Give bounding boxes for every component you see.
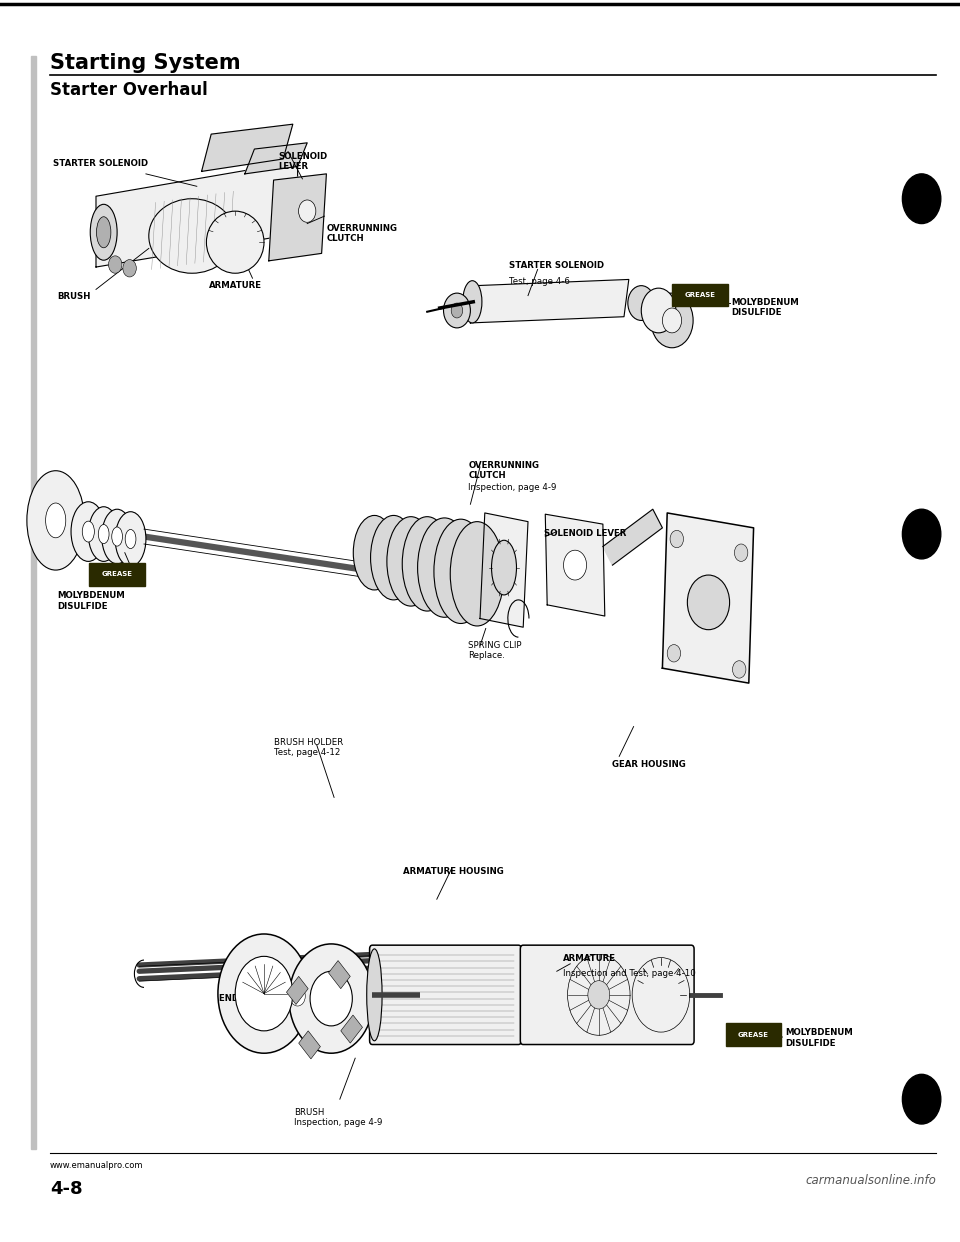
Circle shape (902, 509, 941, 559)
Ellipse shape (402, 517, 452, 611)
Ellipse shape (88, 507, 119, 561)
Ellipse shape (71, 502, 106, 561)
Ellipse shape (387, 517, 435, 606)
Text: STARTER SOLENOID: STARTER SOLENOID (53, 159, 148, 168)
Ellipse shape (111, 527, 123, 546)
Polygon shape (480, 513, 528, 627)
Bar (89, 564, 145, 586)
Ellipse shape (149, 199, 235, 273)
Polygon shape (545, 514, 605, 616)
Ellipse shape (463, 281, 482, 323)
Bar (299, 1031, 321, 1059)
Polygon shape (662, 513, 754, 683)
Text: ARMATURE HOUSING: ARMATURE HOUSING (403, 867, 504, 876)
Polygon shape (245, 143, 307, 174)
Ellipse shape (27, 471, 84, 570)
Circle shape (290, 986, 305, 1006)
Text: Inspection, page 4-9: Inspection, page 4-9 (468, 483, 557, 492)
Ellipse shape (206, 211, 264, 273)
Bar (31, 56, 36, 1149)
Text: Starting System: Starting System (50, 53, 241, 73)
Circle shape (564, 550, 587, 580)
Ellipse shape (353, 515, 396, 590)
Polygon shape (96, 161, 298, 267)
Circle shape (218, 934, 310, 1053)
Ellipse shape (492, 540, 516, 595)
Ellipse shape (98, 524, 109, 544)
Text: ARMATURE: ARMATURE (563, 954, 615, 963)
Bar (328, 960, 350, 989)
Circle shape (588, 981, 610, 1009)
Circle shape (667, 645, 681, 662)
Text: Test, page 4-6: Test, page 4-6 (509, 277, 569, 286)
Text: SOLENOID LEVER: SOLENOID LEVER (544, 529, 627, 538)
Ellipse shape (96, 216, 110, 248)
Ellipse shape (90, 204, 117, 261)
Ellipse shape (83, 522, 94, 542)
Text: 4-8: 4-8 (50, 1180, 83, 1197)
FancyBboxPatch shape (370, 945, 521, 1045)
Polygon shape (202, 124, 293, 171)
Text: SPRING CLIP
Replace.: SPRING CLIP Replace. (468, 641, 522, 661)
Ellipse shape (46, 503, 65, 538)
Circle shape (641, 288, 676, 333)
Text: STARTER SOLENOID: STARTER SOLENOID (509, 261, 604, 270)
Text: Inspection and Test, page 4-10: Inspection and Test, page 4-10 (563, 969, 695, 977)
Text: BRUSH
Inspection, page 4-9: BRUSH Inspection, page 4-9 (294, 1108, 382, 1128)
Text: SOLENOID
LEVER: SOLENOID LEVER (278, 152, 327, 171)
Text: carmanualsonline.info: carmanualsonline.info (805, 1174, 936, 1186)
Text: GEAR HOUSING: GEAR HOUSING (612, 760, 685, 769)
Ellipse shape (125, 529, 136, 549)
Bar (341, 1015, 363, 1043)
Circle shape (108, 256, 122, 273)
Circle shape (235, 956, 293, 1031)
Circle shape (628, 286, 655, 320)
Ellipse shape (371, 515, 417, 600)
Polygon shape (269, 174, 326, 261)
Ellipse shape (450, 522, 504, 626)
Circle shape (123, 260, 136, 277)
Text: BRUSH HOLDER
Test, page 4-12: BRUSH HOLDER Test, page 4-12 (274, 738, 343, 758)
Bar (672, 284, 728, 307)
Circle shape (734, 544, 748, 561)
Circle shape (280, 974, 315, 1018)
Text: GREASE: GREASE (684, 292, 715, 298)
Circle shape (444, 293, 470, 328)
Circle shape (732, 661, 746, 678)
Text: MOLYBDENUM
DISULFIDE: MOLYBDENUM DISULFIDE (58, 591, 126, 611)
FancyBboxPatch shape (520, 945, 694, 1045)
Bar (286, 976, 308, 1005)
Text: GREASE: GREASE (102, 571, 132, 578)
Circle shape (451, 303, 463, 318)
Text: ARMATURE: ARMATURE (209, 281, 262, 289)
Text: MOLYBDENUM
DISULFIDE: MOLYBDENUM DISULFIDE (732, 298, 800, 318)
Circle shape (289, 944, 373, 1053)
Circle shape (299, 200, 316, 222)
Circle shape (310, 971, 352, 1026)
Text: BRUSH: BRUSH (58, 292, 91, 301)
Circle shape (902, 174, 941, 224)
Ellipse shape (434, 519, 488, 623)
Circle shape (687, 575, 730, 630)
Circle shape (662, 308, 682, 333)
Polygon shape (603, 509, 662, 565)
Ellipse shape (367, 949, 382, 1041)
Ellipse shape (115, 512, 146, 566)
Bar (726, 1023, 781, 1046)
Text: OVERRUNNING
CLUTCH: OVERRUNNING CLUTCH (468, 461, 540, 481)
Text: www.emanualpro.com: www.emanualpro.com (50, 1161, 143, 1170)
Ellipse shape (418, 518, 471, 617)
Circle shape (651, 293, 693, 348)
Text: GREASE: GREASE (738, 1032, 769, 1037)
Text: END COVER: END COVER (219, 994, 275, 1002)
Ellipse shape (102, 509, 132, 564)
Circle shape (902, 1074, 941, 1124)
Text: OVERRUNNING
CLUTCH: OVERRUNNING CLUTCH (326, 224, 397, 243)
Text: MOLYBDENUM
DISULFIDE: MOLYBDENUM DISULFIDE (785, 1028, 853, 1048)
Polygon shape (470, 279, 629, 323)
Circle shape (670, 530, 684, 548)
Text: Starter Overhaul: Starter Overhaul (50, 81, 207, 98)
